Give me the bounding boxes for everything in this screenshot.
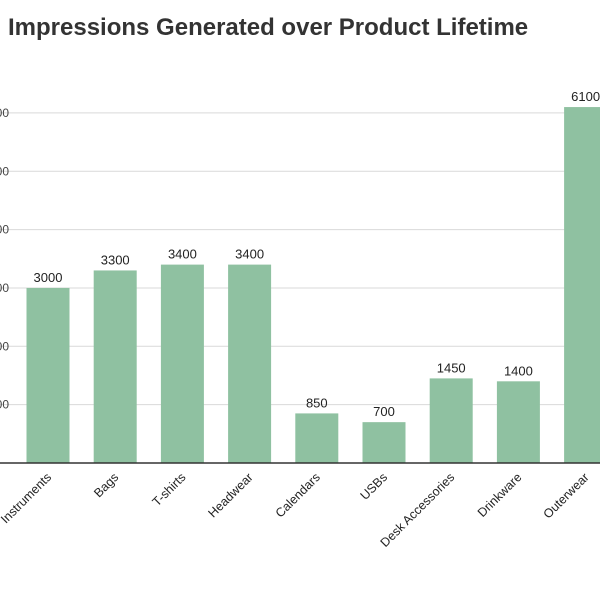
chart-title: Impressions Generated over Product Lifet… bbox=[8, 14, 529, 41]
y-tick-label: 3000 bbox=[0, 281, 9, 295]
y-tick-label: 2000 bbox=[0, 339, 9, 353]
category-label: T-shirts bbox=[150, 470, 189, 509]
category-label: Drinkware bbox=[475, 470, 525, 520]
data-label: 6100 bbox=[571, 89, 600, 104]
data-label: 3300 bbox=[101, 252, 130, 267]
data-label: 1400 bbox=[504, 363, 533, 378]
bar bbox=[295, 413, 339, 463]
bar bbox=[496, 381, 540, 463]
data-label: 1450 bbox=[437, 360, 466, 375]
y-tick-label: 1000 bbox=[0, 398, 9, 412]
gridlines bbox=[0, 112, 600, 406]
category-label: USBs bbox=[358, 470, 390, 502]
data-label: 3400 bbox=[168, 247, 197, 262]
bar bbox=[429, 378, 473, 463]
data-label: 700 bbox=[373, 404, 395, 419]
category-label: Calendars bbox=[273, 470, 323, 520]
y-tick-label: 6000 bbox=[0, 106, 9, 120]
data-label: 3000 bbox=[34, 270, 63, 285]
y-tick-label: 5000 bbox=[0, 164, 9, 178]
bar bbox=[160, 264, 204, 463]
data-labels: 3000 3300 3400 3400 850 700 1450 1400 6100 bbox=[34, 89, 600, 419]
x-axis-categories: Instruments Bags T-shirts Headwear Calendars… bbox=[0, 470, 592, 550]
category-label: Bags bbox=[91, 470, 121, 500]
bar bbox=[228, 264, 272, 463]
bars bbox=[26, 107, 600, 463]
y-axis-ticks: 1000 2000 3000 4000 5000 6000 bbox=[0, 106, 9, 412]
category-label: Outerwear bbox=[541, 470, 592, 521]
category-label: Headwear bbox=[206, 470, 256, 520]
data-label: 3400 bbox=[235, 247, 264, 262]
category-label: Instruments bbox=[0, 470, 54, 526]
category-label: Desk Accessories bbox=[378, 470, 458, 550]
bar bbox=[362, 422, 406, 463]
bar bbox=[93, 270, 137, 463]
y-tick-label: 4000 bbox=[0, 223, 9, 237]
data-label: 850 bbox=[306, 395, 328, 410]
bar bbox=[564, 107, 600, 463]
bar bbox=[26, 287, 70, 463]
